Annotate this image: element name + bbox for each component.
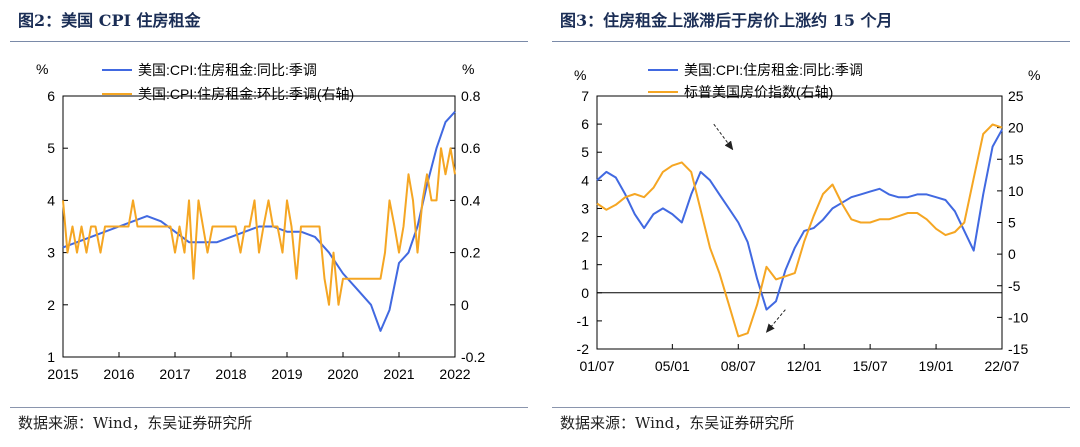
figure3-source: 数据来源：Wind，东吴证券研究所 xyxy=(552,407,1070,437)
y2-tick-label: 20 xyxy=(1008,120,1024,136)
x-tick-label: 01/07 xyxy=(579,358,614,374)
y-tick-label: -1 xyxy=(577,313,590,329)
y-tick-label: 7 xyxy=(581,88,589,104)
right-axis-unit: % xyxy=(462,61,474,77)
rent-cpi-chart: 美国:CPI:住房租金:同比:季调 美国:CPI:住房租金:环比:季调(右轴) … xyxy=(36,61,485,382)
y2-tick-label: -5 xyxy=(1008,278,1021,294)
left-axis-unit: % xyxy=(36,61,48,77)
y-tick-label: -2 xyxy=(577,341,590,357)
x-tick-label: 05/01 xyxy=(655,358,690,374)
series-line-0 xyxy=(62,111,456,332)
x-tick-label: 2019 xyxy=(271,366,302,382)
y-tick-label: 5 xyxy=(47,140,55,156)
y-tick-label: 6 xyxy=(581,116,589,132)
y2-tick-label: 10 xyxy=(1008,183,1024,199)
legend-label-rent: 美国:CPI:住房租金:同比:季调 xyxy=(684,62,863,78)
y-tick-label: 2 xyxy=(47,297,55,313)
y2-tick-label: 0.8 xyxy=(461,88,481,104)
legend-label-hpi: 标普美国房价指数(右轴) xyxy=(684,84,833,100)
left-axis-unit: % xyxy=(574,67,586,83)
x-tick-label: 08/07 xyxy=(721,358,756,374)
x-tick-label: 2015 xyxy=(47,366,78,382)
x-tick-label: 22/07 xyxy=(984,358,1019,374)
series-line-0 xyxy=(596,129,1003,311)
y2-tick-label: -0.2 xyxy=(461,349,485,365)
annotation-arrow-1 xyxy=(765,309,786,333)
figure3-title: 图3：住房租金上涨滞后于房价上涨约 15 个月 xyxy=(552,0,1070,42)
y-tick-label: 5 xyxy=(581,144,589,160)
x-tick-label: 2016 xyxy=(103,366,134,382)
series-line-1 xyxy=(62,147,456,306)
y2-tick-label: 0 xyxy=(461,297,469,313)
y-tick-label: 1 xyxy=(47,349,55,365)
x-tick-label: 2021 xyxy=(383,366,414,382)
x-tick-label: 19/01 xyxy=(919,358,954,374)
y2-tick-label: 0 xyxy=(1008,246,1016,262)
y2-tick-label: 25 xyxy=(1008,88,1024,104)
legend-label-yoy: 美国:CPI:住房租金:同比:季调 xyxy=(138,62,317,78)
x-tick-label: 2018 xyxy=(215,366,246,382)
y2-tick-label: 5 xyxy=(1008,215,1016,231)
y-tick-label: 3 xyxy=(581,200,589,216)
y-tick-label: 0 xyxy=(581,285,589,301)
x-tick-label: 2017 xyxy=(159,366,190,382)
x-tick-label: 2020 xyxy=(327,366,358,382)
legend: 美国:CPI:住房租金:同比:季调 标普美国房价指数(右轴) xyxy=(648,62,863,100)
y-tick-label: 2 xyxy=(581,229,589,245)
plot-frame xyxy=(62,95,456,358)
legend: 美国:CPI:住房租金:同比:季调 美国:CPI:住房租金:环比:季调(右轴) xyxy=(102,62,354,102)
y2-tick-label: 15 xyxy=(1008,151,1024,167)
figure2-source: 数据来源：Wind，东吴证券研究所 xyxy=(10,407,528,437)
y-tick-label: 4 xyxy=(47,192,55,208)
y2-tick-label: -10 xyxy=(1008,309,1028,325)
rent-vs-home-price-chart: 美国:CPI:住房租金:同比:季调 标普美国房价指数(右轴) % % -2-10… xyxy=(574,62,1040,374)
y2-tick-label: 0.2 xyxy=(461,245,481,261)
y2-tick-label: 0.6 xyxy=(461,140,481,156)
series-line-1 xyxy=(596,123,1003,338)
x-tick-label: 2022 xyxy=(439,366,470,382)
y-tick-label: 3 xyxy=(47,245,55,261)
y-tick-label: 4 xyxy=(581,172,589,188)
annotation-arrow-0 xyxy=(713,123,734,151)
y-tick-label: 6 xyxy=(47,88,55,104)
y2-tick-label: 0.4 xyxy=(461,192,481,208)
y-tick-label: 1 xyxy=(581,257,589,273)
x-tick-label: 12/01 xyxy=(787,358,822,374)
y2-tick-label: -15 xyxy=(1008,341,1028,357)
plot-frame xyxy=(596,95,1003,350)
figure2-title: 图2：美国 CPI 住房租金 xyxy=(10,0,528,42)
legend-label-mom: 美国:CPI:住房租金:环比:季调(右轴) xyxy=(138,86,354,102)
x-tick-label: 15/07 xyxy=(853,358,888,374)
right-axis-unit: % xyxy=(1028,67,1040,83)
